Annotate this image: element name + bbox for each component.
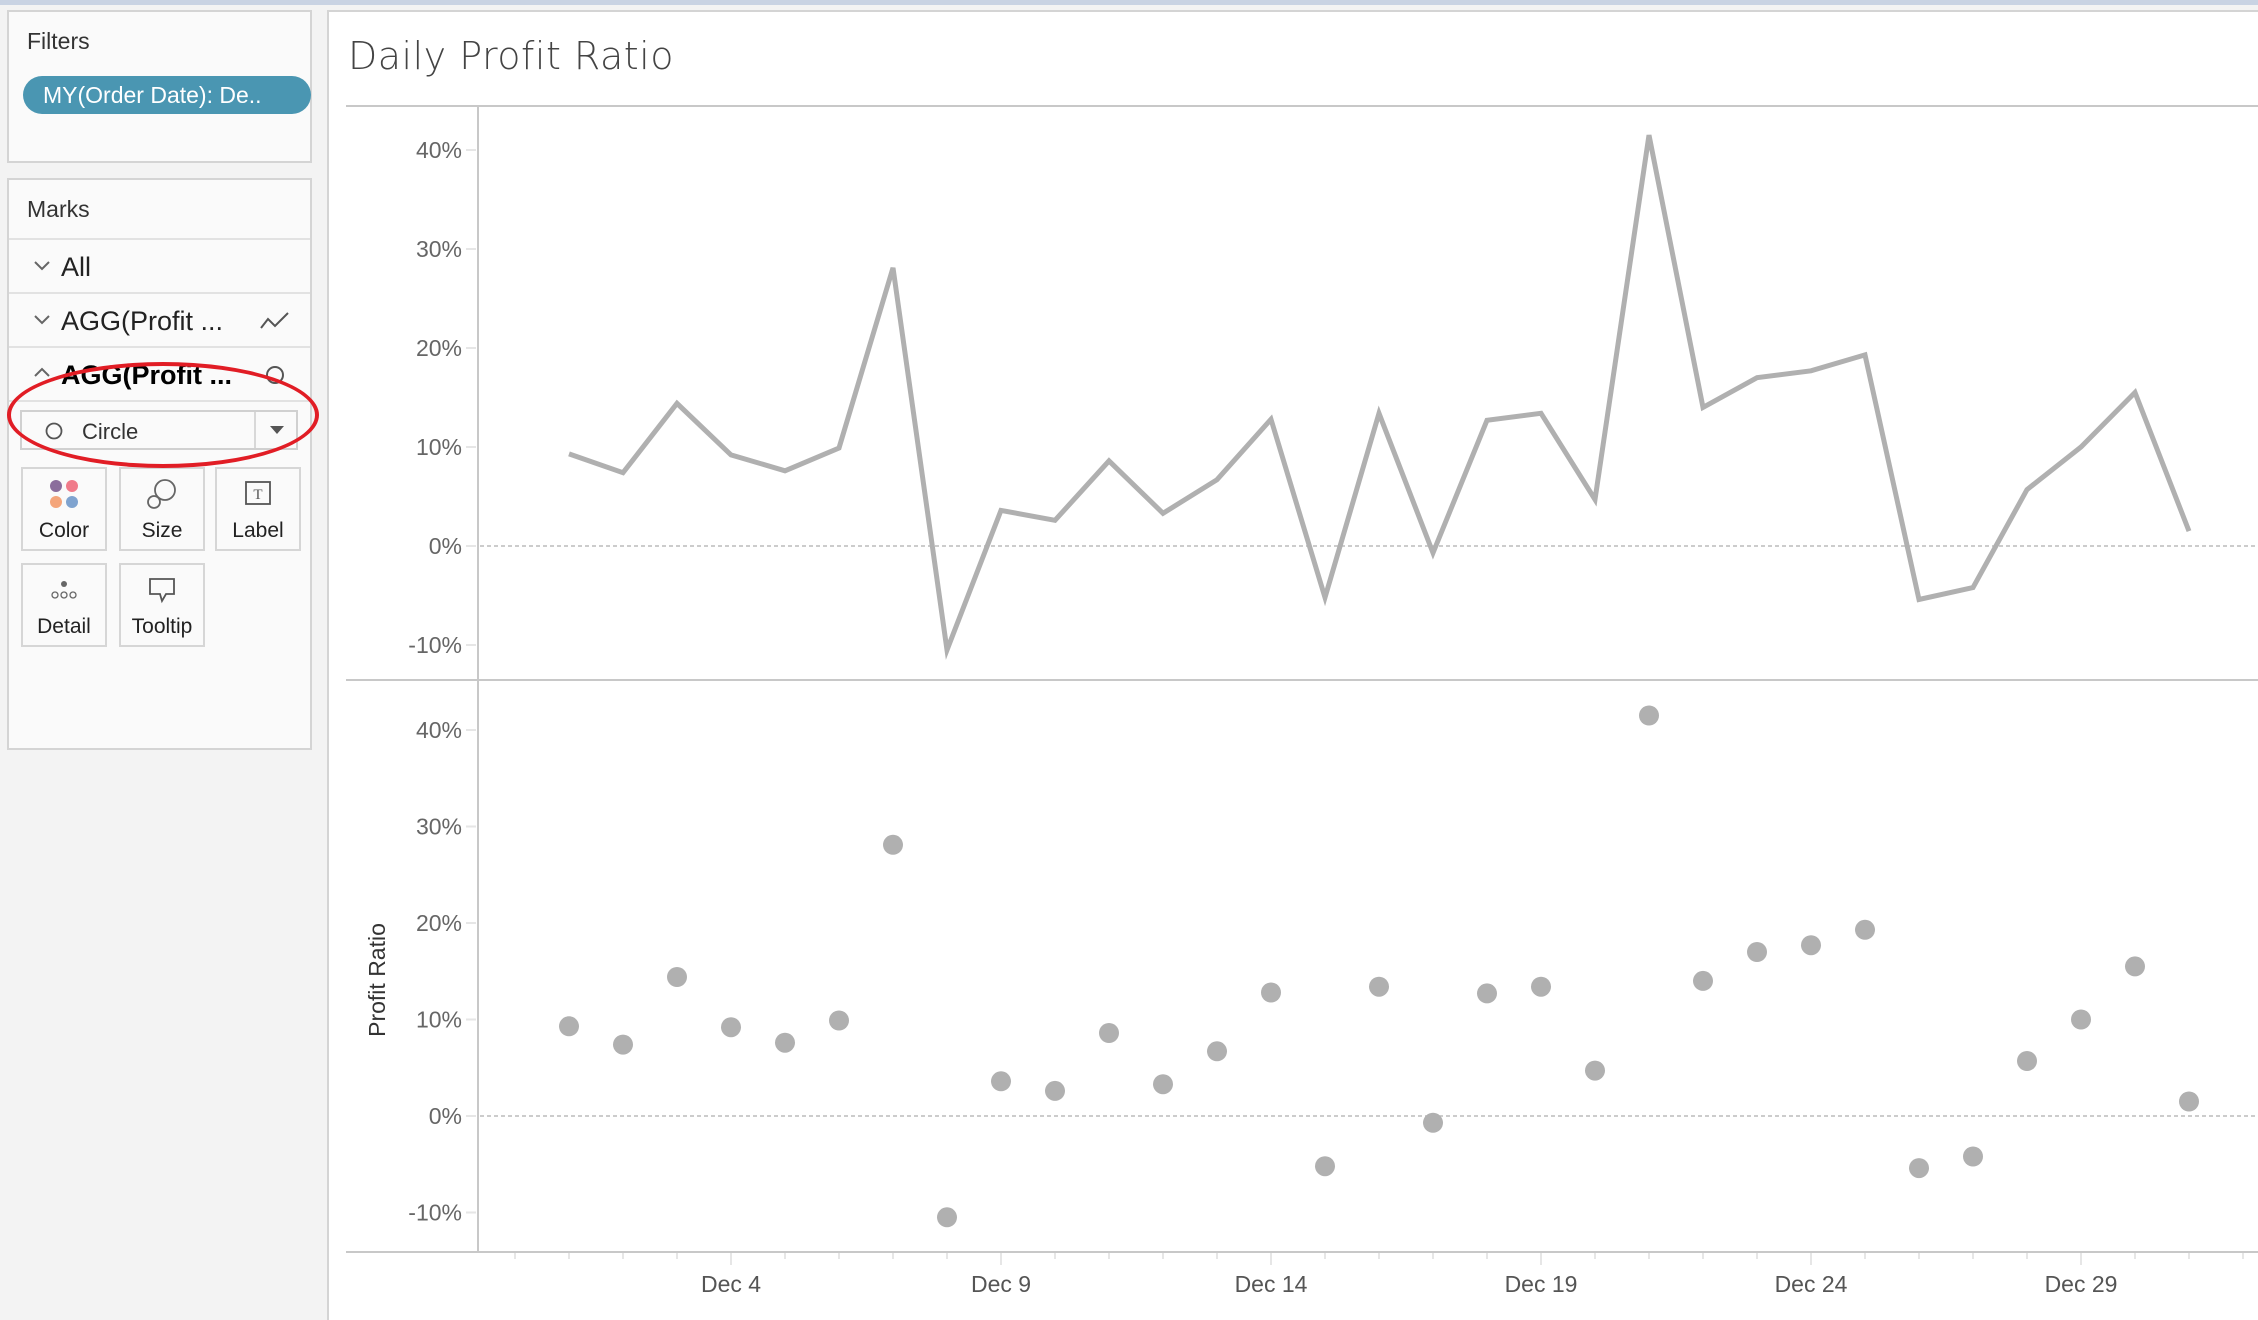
x-tick-label: Dec 4 <box>701 1271 761 1297</box>
filter-pill-order-date[interactable]: MY(Order Date): De.. <box>23 76 311 114</box>
y-tick-label: 30% <box>416 814 462 840</box>
y-tick-label: 40% <box>416 137 462 163</box>
filters-card: Filters MY(Order Date): De.. <box>7 10 312 163</box>
data-point[interactable] <box>1801 935 1821 956</box>
marks-row-agg-line[interactable]: AGG(Profit ... <box>9 292 310 346</box>
data-point[interactable] <box>1045 1080 1065 1101</box>
data-point[interactable] <box>1369 976 1389 997</box>
size-label: Size <box>141 519 183 542</box>
data-point[interactable] <box>883 834 903 855</box>
data-point[interactable] <box>775 1032 795 1053</box>
label-icon: T <box>245 481 271 505</box>
data-point[interactable] <box>937 1207 957 1228</box>
data-point[interactable] <box>1099 1023 1119 1043</box>
color-button[interactable]: Color <box>21 467 107 551</box>
data-point[interactable] <box>1963 1146 1983 1167</box>
chart-title: Daily Profit Ratio <box>348 34 674 78</box>
label-button[interactable]: T Label <box>215 467 301 551</box>
data-point[interactable] <box>1639 705 1659 726</box>
marks-row-label: All <box>61 252 92 282</box>
y-axis-title: Profit Ratio <box>364 923 390 1037</box>
dropdown-separator <box>254 412 256 448</box>
detail-icon <box>51 581 77 599</box>
y-tick-label: 20% <box>416 335 462 361</box>
window-top-edge <box>0 0 2258 5</box>
dropdown-arrow-icon[interactable] <box>270 426 284 434</box>
tooltip-label: Tooltip <box>131 615 193 638</box>
data-point[interactable] <box>1531 976 1551 997</box>
data-point[interactable] <box>1477 983 1497 1004</box>
chevron-up-icon <box>34 367 50 377</box>
chevron-down-icon <box>34 315 50 325</box>
data-point[interactable] <box>1693 970 1713 991</box>
marks-row-all[interactable]: All <box>9 238 310 292</box>
mark-type-dropdown[interactable]: Circle <box>20 410 298 450</box>
data-point[interactable] <box>1315 1156 1335 1177</box>
data-point[interactable] <box>1747 942 1767 962</box>
chevron-down-icon <box>34 261 50 271</box>
data-point[interactable] <box>2125 956 2145 977</box>
data-point[interactable] <box>991 1071 1011 1092</box>
color-label: Color <box>38 519 90 542</box>
x-tick-label: Dec 19 <box>1505 1271 1578 1297</box>
y-tick-label: 0% <box>429 1103 462 1129</box>
data-point[interactable] <box>829 1010 849 1031</box>
data-point[interactable] <box>721 1017 741 1038</box>
svg-text:T: T <box>253 487 262 503</box>
x-tick-label: Dec 29 <box>2045 1271 2118 1297</box>
data-point[interactable] <box>2017 1051 2037 1071</box>
data-point[interactable] <box>1207 1041 1227 1062</box>
detail-button[interactable]: Detail <box>21 563 107 647</box>
y-tick-label: 10% <box>416 434 462 460</box>
tooltip-button[interactable]: Tooltip <box>119 563 205 647</box>
data-point[interactable] <box>1585 1060 1605 1081</box>
data-point[interactable] <box>1261 982 1281 1003</box>
data-point[interactable] <box>1423 1112 1443 1133</box>
circle-panel[interactable]: 40% 30% 20% 10% 0% -10% Profit Ratio <box>364 705 2258 1228</box>
data-point[interactable] <box>1855 919 1875 940</box>
tooltip-icon <box>149 578 175 604</box>
x-axis: Dec 4 Dec 9 Dec 14 Dec 19 Dec 24 Dec 29 <box>514 1253 2244 1297</box>
y-tick-label: 10% <box>416 1007 462 1033</box>
line-panel[interactable]: 40% 30% 20% 10% 0% -10% <box>408 134 2258 660</box>
data-point[interactable] <box>613 1034 633 1055</box>
x-tick-label: Dec 24 <box>1775 1271 1848 1297</box>
data-point[interactable] <box>559 1016 579 1037</box>
color-icon <box>50 480 78 508</box>
divider <box>9 400 310 402</box>
data-point[interactable] <box>2179 1091 2199 1112</box>
line-mark-icon <box>260 312 289 329</box>
y-tick-label: 40% <box>416 717 462 743</box>
marks-title: Marks <box>27 196 90 222</box>
profit-ratio-line[interactable] <box>568 134 2192 660</box>
worksheet-view <box>327 10 2258 1320</box>
y-tick-label: -10% <box>408 1200 462 1226</box>
x-tick-label: Dec 14 <box>1235 1271 1308 1297</box>
size-button[interactable]: Size <box>119 467 205 551</box>
marks-row-label: AGG(Profit ... <box>61 306 224 336</box>
y-tick-label: -10% <box>408 632 462 658</box>
x-tick-label: Dec 9 <box>971 1271 1031 1297</box>
size-icon <box>147 479 176 509</box>
data-point[interactable] <box>2071 1009 2091 1030</box>
data-point[interactable] <box>1153 1074 1173 1095</box>
y-tick-label: 0% <box>429 533 462 559</box>
mark-type-value: Circle <box>82 419 139 444</box>
circle-icon <box>45 422 63 440</box>
filters-title: Filters <box>27 28 90 54</box>
detail-label: Detail <box>37 615 91 638</box>
data-point[interactable] <box>667 967 687 987</box>
label-label: Label <box>232 519 284 542</box>
data-point[interactable] <box>1909 1158 1929 1179</box>
y-tick-label: 20% <box>416 910 462 936</box>
y-tick-label: 30% <box>416 236 462 262</box>
circle-mark-icon <box>266 366 284 384</box>
